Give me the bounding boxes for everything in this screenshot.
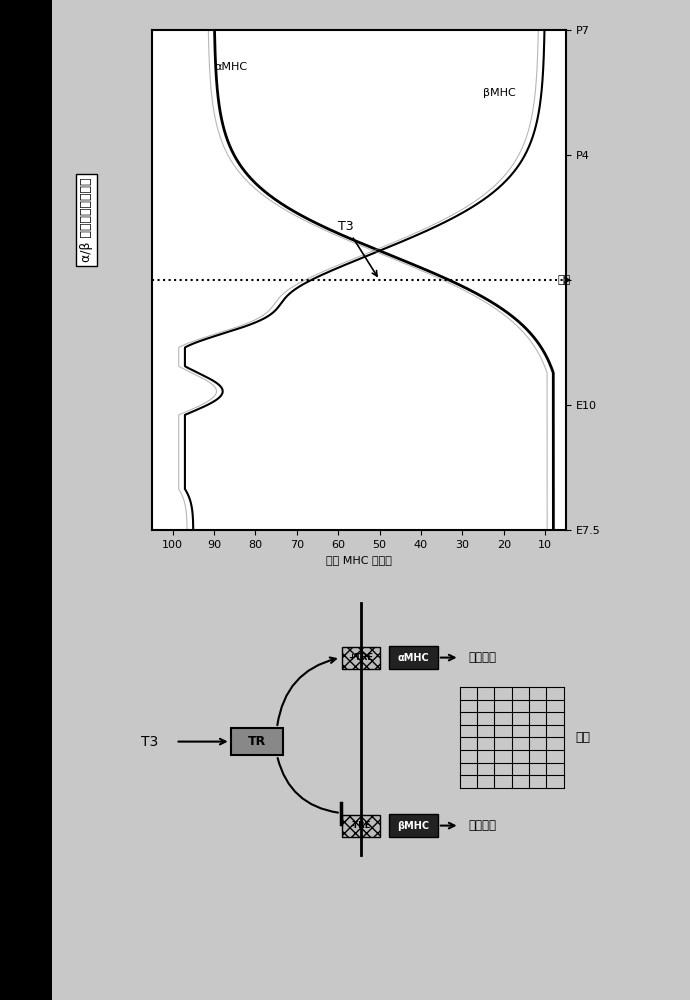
Text: 出生: 出生 <box>558 275 571 285</box>
FancyBboxPatch shape <box>342 647 380 669</box>
Text: TR: TR <box>248 735 266 748</box>
Text: αMHC: αMHC <box>397 653 429 663</box>
Text: +TRE: +TRE <box>348 653 373 662</box>
Text: βMHC: βMHC <box>397 821 429 831</box>
FancyBboxPatch shape <box>388 646 438 669</box>
Text: βMHC: βMHC <box>483 88 515 98</box>
Text: T3: T3 <box>338 220 377 276</box>
Text: αMHC: αMHC <box>214 62 247 73</box>
Text: 快速收缩: 快速收缩 <box>469 651 496 664</box>
Text: -TRE: -TRE <box>351 821 371 830</box>
Text: T3: T3 <box>141 735 158 749</box>
FancyBboxPatch shape <box>388 814 438 837</box>
Text: 慢速收缩: 慢速收缩 <box>469 819 496 832</box>
FancyBboxPatch shape <box>230 728 283 755</box>
FancyBboxPatch shape <box>342 815 380 837</box>
Text: α/β 肌球蛋白重链转换: α/β 肌球蛋白重链转换 <box>80 178 92 262</box>
X-axis label: 相对 MHC 占比率: 相对 MHC 占比率 <box>326 555 392 565</box>
Text: 肌节: 肌节 <box>575 731 591 744</box>
